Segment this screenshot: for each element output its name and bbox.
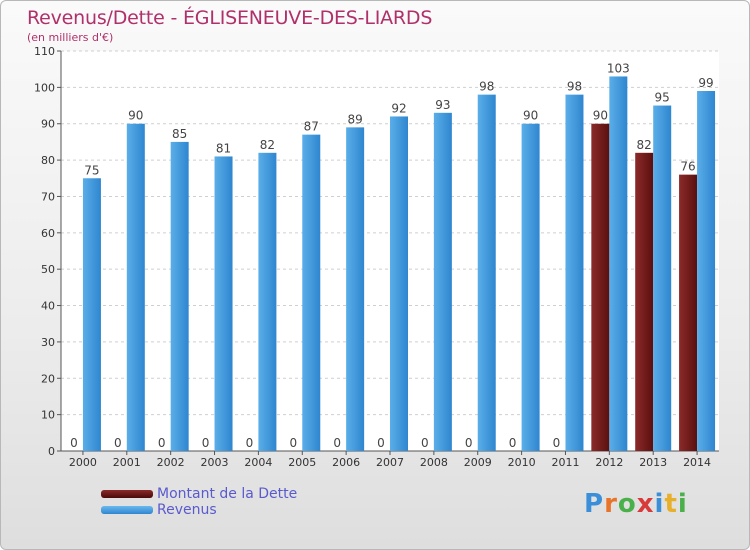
- data-label-debt: 0: [70, 436, 78, 450]
- y-tick-label: 10: [41, 409, 55, 422]
- x-tick-label: 2000: [69, 456, 97, 469]
- data-label-revenus: 90: [523, 109, 538, 123]
- x-tick-label: 2005: [288, 456, 316, 469]
- x-tick-label: 2013: [639, 456, 667, 469]
- y-tick-label: 70: [41, 190, 55, 203]
- data-label-revenus: 99: [698, 76, 713, 90]
- legend-swatch-debt: [101, 490, 153, 498]
- bar-revenus: [521, 123, 540, 452]
- bar-revenus: [126, 123, 145, 452]
- bar-revenus: [477, 94, 496, 452]
- data-label-debt: 0: [553, 436, 561, 450]
- x-tick-label: 2014: [683, 456, 711, 469]
- data-label-revenus: 87: [304, 120, 319, 134]
- data-label-debt: 0: [114, 436, 122, 450]
- legend-label-debt: Montant de la Dette: [157, 486, 298, 502]
- logo-letter: P: [584, 489, 605, 519]
- bar-debt: [679, 174, 698, 452]
- data-label-debt: 0: [202, 436, 210, 450]
- x-tick-label: 2010: [508, 456, 536, 469]
- data-label-revenus: 95: [655, 91, 670, 105]
- axes: 0 10 20 30 40 50 60 70 80 90 100 110 2000 2001 2002 200…: [34, 45, 719, 469]
- x-tick-label: 2002: [157, 456, 185, 469]
- bar-revenus: [258, 152, 277, 451]
- chart-subtitle: (en milliers d'€): [27, 31, 114, 44]
- y-tick-label: 0: [48, 445, 55, 458]
- logo-letter: i: [654, 489, 665, 519]
- data-label-revenus: 98: [479, 80, 494, 94]
- data-label-revenus: 98: [567, 80, 582, 94]
- bar-debt: [635, 152, 654, 451]
- x-tick-label: 2012: [595, 456, 623, 469]
- data-label-revenus: 82: [260, 138, 275, 152]
- y-tick-label: 50: [41, 263, 55, 276]
- bar-revenus: [565, 94, 584, 452]
- data-label-debt: 0: [158, 436, 166, 450]
- x-tick-label: 2001: [113, 456, 141, 469]
- bar-revenus: [697, 91, 716, 451]
- data-label-revenus: 103: [607, 61, 630, 75]
- data-label-debt: 90: [593, 109, 608, 123]
- chart-title: Revenus/Dette - ÉGLISENEUVE-DES-LIARDS: [27, 7, 433, 29]
- bar-revenus: [653, 105, 672, 451]
- x-tick-label: 2007: [376, 456, 404, 469]
- x-tick-label: 2009: [464, 456, 492, 469]
- data-label-debt: 0: [465, 436, 473, 450]
- data-label-revenus: 75: [84, 163, 99, 177]
- bar-revenus: [214, 156, 233, 452]
- x-tick-label: 2003: [201, 456, 229, 469]
- logo-letter: t: [664, 489, 678, 519]
- data-label-debt: 0: [289, 436, 297, 450]
- bar-revenus: [82, 178, 101, 452]
- bar-revenus: [346, 127, 365, 451]
- y-tick-label: 80: [41, 154, 55, 167]
- data-label-revenus: 89: [347, 112, 362, 126]
- data-label-debt: 0: [509, 436, 517, 450]
- data-label-debt: 0: [333, 436, 341, 450]
- data-label-revenus: 92: [391, 101, 406, 115]
- y-tick-label: 90: [41, 118, 55, 131]
- x-tick-label: 2008: [420, 456, 448, 469]
- data-label-debt: 0: [246, 436, 254, 450]
- data-labels: 0 75 0 90 0 85 0 81 0 82 0 87 0 89 0 92 0 93 0 98 0 90 0 98 90 10…: [70, 61, 714, 450]
- bar-revenus: [390, 116, 408, 452]
- data-label-debt: 82: [637, 138, 652, 152]
- data-label-revenus: 81: [216, 141, 231, 155]
- x-tick-label: 2006: [332, 456, 360, 469]
- y-tick-label: 110: [34, 45, 55, 58]
- bar-revenus: [609, 76, 628, 452]
- bars: [82, 76, 716, 452]
- bar-revenus: [433, 112, 452, 452]
- x-tick-label: 2004: [244, 456, 272, 469]
- legend-swatch-revenus: [101, 506, 153, 514]
- logo-letter: i: [677, 489, 688, 519]
- data-label-revenus: 85: [172, 127, 187, 141]
- data-label-debt: 0: [377, 436, 385, 450]
- logo-letter: x: [636, 489, 655, 519]
- proxiti-logo: Proxiti: [584, 489, 688, 519]
- legend-label-revenus: Revenus: [157, 502, 217, 518]
- y-tick-label: 20: [41, 372, 55, 385]
- bar-debt: [591, 123, 610, 452]
- y-tick-label: 30: [41, 336, 55, 349]
- logo-letter: o: [617, 489, 637, 519]
- bar-revenus: [170, 141, 189, 451]
- data-label-debt: 76: [680, 160, 695, 174]
- data-label-revenus: 90: [128, 109, 143, 123]
- data-label-debt: 0: [421, 436, 429, 450]
- y-tick-label: 40: [41, 300, 55, 313]
- y-tick-label: 60: [41, 227, 55, 240]
- bar-revenus: [302, 134, 321, 452]
- x-tick-label: 2011: [551, 456, 579, 469]
- logo-letter: r: [604, 489, 618, 519]
- y-tick-label: 100: [34, 81, 55, 94]
- data-label-revenus: 93: [435, 98, 450, 112]
